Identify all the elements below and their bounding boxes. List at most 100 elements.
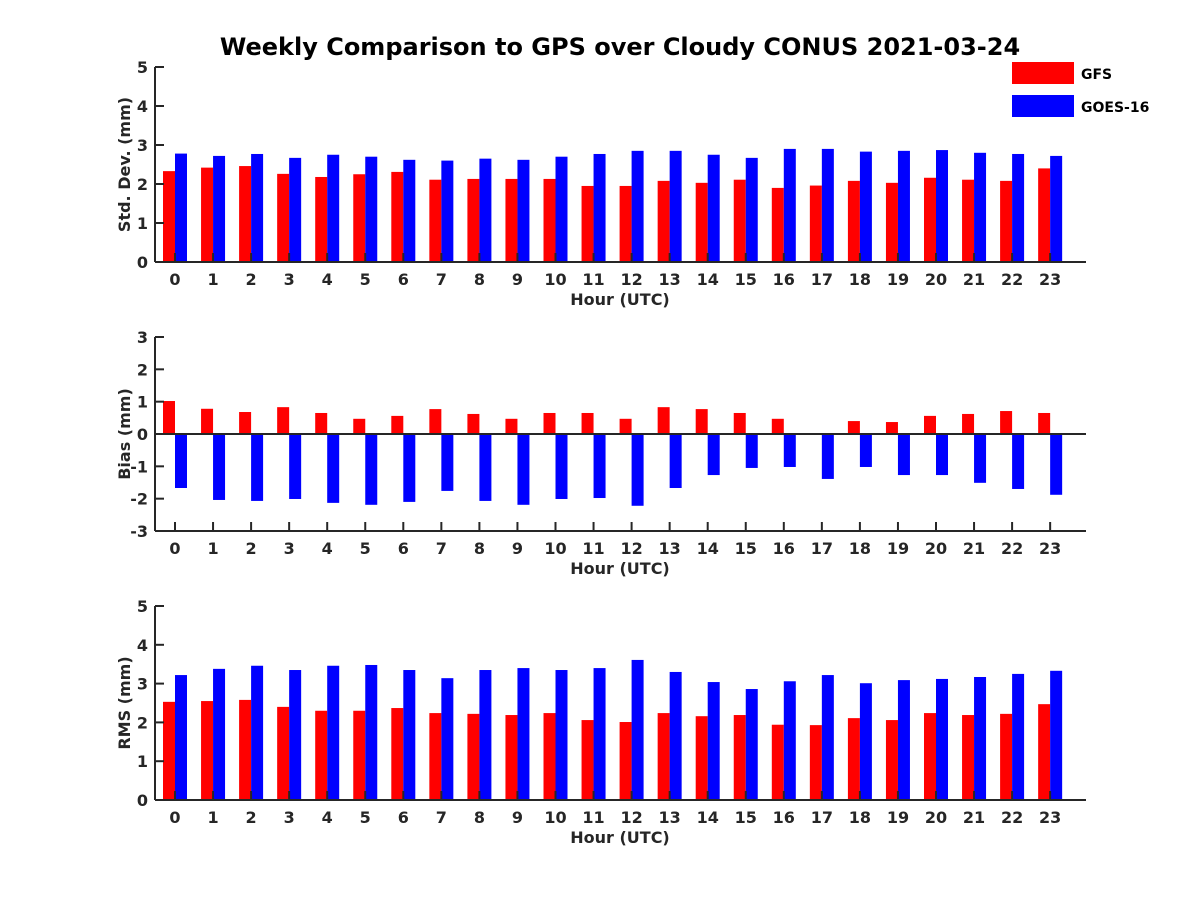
- bar-goes16-hour-12: [631, 434, 644, 506]
- bar-gfs-hour-23: [1038, 412, 1051, 434]
- bar-gfs-hour-17: [809, 185, 822, 262]
- bar-gfs-hour-13: [657, 407, 670, 434]
- x-tick-label: 10: [544, 539, 566, 558]
- bar-goes16-hour-1: [213, 668, 226, 800]
- x-tick-label: 2: [246, 808, 257, 827]
- bar-goes16-hour-19: [897, 434, 910, 476]
- y-tick-label: 1: [137, 393, 148, 412]
- bar-gfs-hour-1: [201, 167, 214, 262]
- x-tick-label: 15: [735, 270, 757, 289]
- bar-gfs-hour-12: [619, 722, 632, 800]
- bar-gfs-hour-19: [885, 182, 898, 262]
- x-tick-label: 11: [582, 539, 604, 558]
- bar-goes16-hour-4: [327, 434, 340, 503]
- bar-gfs-hour-14: [695, 716, 708, 800]
- x-tick-label: 3: [284, 808, 295, 827]
- x-tick-label: 19: [887, 539, 909, 558]
- bar-gfs-hour-23: [1038, 704, 1051, 800]
- bar-goes16-hour-11: [593, 434, 606, 499]
- x-tick-label: 0: [169, 808, 180, 827]
- bar-gfs-hour-0: [163, 401, 175, 434]
- bar-goes16-hour-17: [821, 148, 834, 262]
- bar-gfs-hour-13: [657, 180, 670, 262]
- bar-gfs-hour-5: [353, 418, 366, 434]
- bar-gfs-hour-15: [733, 412, 746, 434]
- x-tick-label: 22: [1001, 539, 1023, 558]
- y-tick-label: 1: [137, 214, 148, 233]
- bar-goes16-hour-11: [593, 153, 606, 262]
- bar-goes16-hour-10: [555, 670, 568, 800]
- x-tick-label: 16: [773, 270, 795, 289]
- x-tick-label: 1: [207, 539, 218, 558]
- y-tick-label: 0: [137, 425, 148, 444]
- bar-goes16-hour-5: [365, 156, 378, 262]
- bar-goes16-hour-7: [441, 678, 454, 800]
- y-tick-label: 2: [137, 713, 148, 732]
- x-tick-label: 13: [659, 270, 681, 289]
- x-tick-label: 11: [582, 270, 604, 289]
- y-tick-label: 4: [137, 97, 148, 116]
- x-tick-label: 17: [811, 539, 833, 558]
- bar-goes16-hour-20: [936, 150, 948, 262]
- bar-gfs-hour-7: [429, 713, 442, 800]
- x-tick-label: 7: [436, 808, 447, 827]
- legend-label-goes16: GOES-16: [1081, 100, 1149, 116]
- bar-gfs-hour-10: [543, 178, 556, 262]
- y-axis-label: RMS (mm): [115, 656, 134, 749]
- bar-gfs-hour-8: [467, 178, 480, 262]
- x-tick-label: 20: [925, 808, 947, 827]
- bar-goes16-hour-20: [936, 678, 948, 800]
- x-tick-label: 22: [1001, 808, 1023, 827]
- x-tick-label: 5: [360, 270, 371, 289]
- bar-gfs-hour-16: [771, 187, 784, 262]
- bar-goes16-hour-16: [783, 148, 796, 262]
- y-tick-label: -2: [130, 490, 148, 509]
- bar-gfs-hour-0: [163, 701, 175, 800]
- x-axis-label: Hour (UTC): [570, 559, 670, 578]
- bar-goes16-hour-3: [289, 670, 302, 800]
- x-tick-label: 17: [811, 270, 833, 289]
- bar-goes16-hour-19: [897, 680, 910, 800]
- legend-label-gfs: GFS: [1081, 67, 1112, 83]
- x-tick-label: 3: [284, 539, 295, 558]
- bar-gfs-hour-6: [391, 171, 404, 262]
- x-tick-label: 12: [620, 539, 642, 558]
- bar-goes16-hour-18: [859, 434, 872, 467]
- bar-goes16-hour-1: [213, 155, 226, 262]
- bar-gfs-hour-18: [847, 180, 860, 262]
- bar-goes16-hour-15: [745, 157, 758, 262]
- bar-goes16-hour-10: [555, 434, 568, 499]
- bar-gfs-hour-17: [809, 725, 822, 800]
- bar-goes16-hour-13: [669, 150, 682, 262]
- y-tick-label: 1: [137, 752, 148, 771]
- x-tick-label: 18: [849, 539, 871, 558]
- bar-goes16-hour-3: [289, 434, 302, 499]
- bar-gfs-hour-16: [771, 418, 784, 434]
- bar-goes16-hour-2: [251, 665, 264, 800]
- y-axis-label: Std. Dev. (mm): [115, 97, 134, 232]
- x-tick-label: 19: [887, 808, 909, 827]
- x-tick-label: 1: [207, 270, 218, 289]
- bar-goes16-hour-18: [859, 683, 872, 800]
- x-tick-label: 13: [659, 539, 681, 558]
- x-tick-label: 21: [963, 539, 985, 558]
- bar-gfs-hour-3: [277, 706, 290, 800]
- bar-gfs-hour-10: [543, 713, 556, 800]
- bar-goes16-hour-23: [1050, 670, 1063, 800]
- x-tick-label: 21: [963, 270, 985, 289]
- x-tick-label: 22: [1001, 270, 1023, 289]
- bar-gfs-hour-19: [885, 422, 898, 434]
- bar-goes16-hour-14: [707, 154, 720, 262]
- x-tick-label: 0: [169, 539, 180, 558]
- bar-goes16-hour-19: [897, 150, 910, 262]
- bar-gfs-hour-15: [733, 715, 746, 800]
- x-tick-label: 12: [620, 270, 642, 289]
- bar-goes16-hour-16: [783, 434, 796, 467]
- bar-goes16-hour-8: [479, 434, 492, 501]
- x-tick-label: 16: [773, 808, 795, 827]
- bar-gfs-hour-14: [695, 409, 708, 434]
- chart-title: Weekly Comparison to GPS over Cloudy CON…: [220, 33, 1020, 61]
- y-axis-label: Bias (mm): [115, 388, 134, 480]
